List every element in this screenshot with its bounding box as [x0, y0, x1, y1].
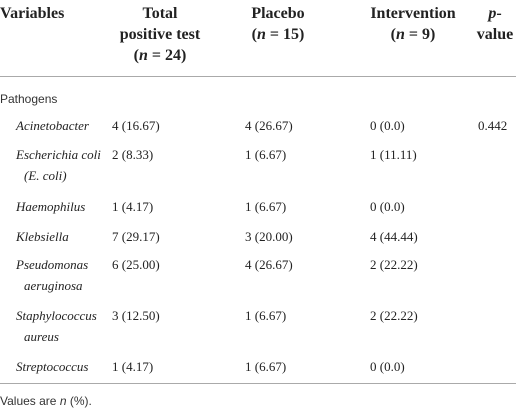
row-name: Escherichia coli (E. coli)	[16, 147, 101, 183]
cell: 4 (26.67)	[245, 118, 293, 133]
cell: 1 (6.67)	[245, 147, 287, 162]
text-run: n	[138, 47, 148, 64]
header-line: Intervention	[353, 3, 473, 24]
cell: 1 (6.67)	[245, 308, 287, 323]
text-run: (%).	[66, 394, 92, 408]
cell: 4 (16.67)	[112, 118, 160, 133]
text-run: = 15)	[265, 26, 305, 43]
cell: 2 (22.22)	[370, 308, 418, 323]
row-name: Klebsiella	[16, 229, 69, 244]
cell: 0 (0.0)	[370, 359, 405, 374]
cell: 0 (0.0)	[370, 118, 405, 133]
text-run: (	[251, 26, 257, 43]
header-line: positive test	[100, 24, 220, 45]
header-line: (n = 24)	[100, 45, 220, 66]
row-name: Staphylococcus aureus	[16, 308, 97, 344]
cell: 1 (4.17)	[112, 359, 154, 374]
header-line: value	[435, 24, 516, 45]
row-name: Pseudomonas aeruginosa	[16, 257, 89, 293]
header-line: (n = 9)	[353, 24, 473, 45]
text-run: positive test	[119, 26, 201, 43]
text-run: Variables	[0, 5, 65, 22]
cell: 2 (22.22)	[370, 257, 418, 272]
header-cell: Placebo (n = 15)	[218, 3, 338, 45]
cell: 3 (12.50)	[112, 308, 160, 323]
text-run: n	[395, 26, 405, 43]
text-run: (	[390, 26, 396, 43]
cell: 0 (0.0)	[370, 199, 405, 214]
header-rule	[0, 76, 516, 77]
header-cell: Intervention (n = 9)	[353, 3, 473, 45]
header-line: p-	[435, 3, 516, 24]
cell: 6 (25.00)	[112, 257, 160, 272]
text-run: Total	[142, 5, 178, 22]
cell: 4 (26.67)	[245, 257, 293, 272]
row-name: Acinetobacter	[16, 118, 89, 133]
cell: 1 (6.67)	[245, 199, 287, 214]
footnote: Values are n (%).	[0, 394, 92, 408]
header-line: Variables	[0, 3, 100, 24]
text-run: -	[496, 5, 502, 22]
text-run: Intervention	[370, 5, 456, 22]
text-run: Placebo	[251, 5, 305, 22]
bottom-rule	[0, 383, 516, 384]
header-cell: p-value	[435, 3, 516, 45]
text-run: n	[59, 394, 67, 408]
text-run: Values are	[0, 394, 60, 408]
cell: 7 (29.17)	[112, 229, 160, 244]
text-run: p	[488, 5, 497, 22]
section-label: Pathogens	[0, 92, 58, 106]
text-run: = 24)	[147, 47, 187, 64]
cell: 1 (6.67)	[245, 359, 287, 374]
cell: 0.442	[478, 118, 508, 133]
cell: 1 (11.11)	[370, 147, 417, 162]
text-run: value	[476, 26, 514, 43]
header-cell: Total positive test (n = 24)	[100, 3, 220, 66]
cell: 3 (20.00)	[245, 229, 293, 244]
cell: 2 (8.33)	[112, 147, 154, 162]
cell: 1 (4.17)	[112, 199, 154, 214]
text-run: n	[256, 26, 266, 43]
text-run: = 9)	[404, 26, 436, 43]
text-run: (	[133, 47, 139, 64]
row-name: Haemophilus	[16, 199, 86, 214]
header-cell: Variables	[0, 3, 100, 24]
header-line: Total	[100, 3, 220, 24]
cell: 4 (44.44)	[370, 229, 418, 244]
row-name: Streptococcus	[16, 359, 89, 374]
header-line: Placebo	[218, 3, 338, 24]
header-line: (n = 15)	[218, 24, 338, 45]
